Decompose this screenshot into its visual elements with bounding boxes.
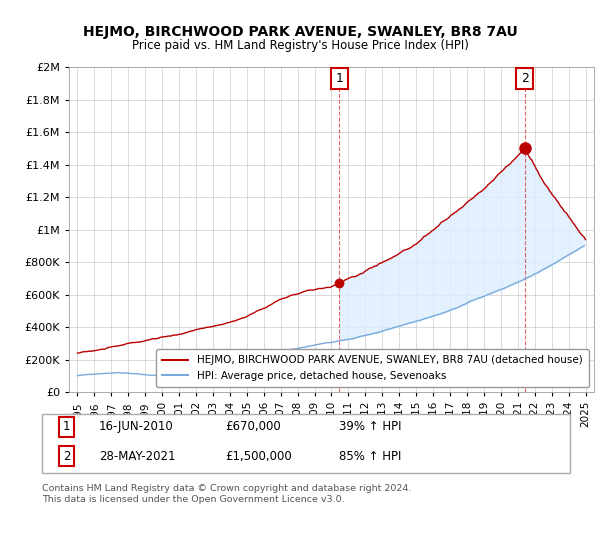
Text: 2: 2 bbox=[63, 450, 71, 463]
Legend: HEJMO, BIRCHWOOD PARK AVENUE, SWANLEY, BR8 7AU (detached house), HPI: Average pr: HEJMO, BIRCHWOOD PARK AVENUE, SWANLEY, B… bbox=[156, 349, 589, 387]
Text: 1: 1 bbox=[335, 72, 343, 85]
Text: Price paid vs. HM Land Registry's House Price Index (HPI): Price paid vs. HM Land Registry's House … bbox=[131, 39, 469, 52]
Text: £1,500,000: £1,500,000 bbox=[225, 450, 292, 463]
Text: 16-JUN-2010: 16-JUN-2010 bbox=[99, 420, 174, 433]
Text: 1: 1 bbox=[63, 420, 71, 433]
Text: 2: 2 bbox=[521, 72, 529, 85]
Text: 28-MAY-2021: 28-MAY-2021 bbox=[99, 450, 176, 463]
Text: Contains HM Land Registry data © Crown copyright and database right 2024.
This d: Contains HM Land Registry data © Crown c… bbox=[42, 484, 412, 504]
Text: 85% ↑ HPI: 85% ↑ HPI bbox=[339, 450, 401, 463]
Text: 39% ↑ HPI: 39% ↑ HPI bbox=[339, 420, 401, 433]
Text: HEJMO, BIRCHWOOD PARK AVENUE, SWANLEY, BR8 7AU: HEJMO, BIRCHWOOD PARK AVENUE, SWANLEY, B… bbox=[83, 25, 517, 39]
Text: £670,000: £670,000 bbox=[225, 420, 281, 433]
